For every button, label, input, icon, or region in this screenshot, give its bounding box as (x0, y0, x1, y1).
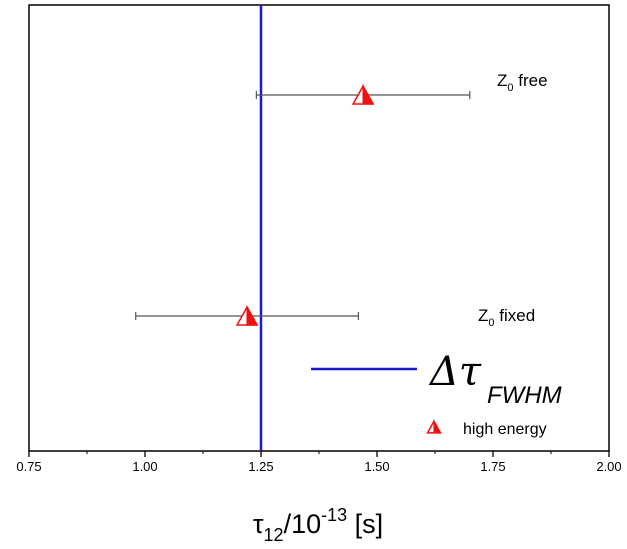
x-tick-label-4: 1.75 (480, 459, 505, 474)
x-tick-label-0: 0.75 (16, 459, 41, 474)
point-label-upper-rest: free (514, 71, 548, 90)
legend-marker-label: high energy (463, 421, 547, 438)
x-axis-title-symbol-sub: 12 (264, 525, 284, 545)
legend-line-symbol: Δτ (428, 349, 482, 395)
x-tick-label-1: 1.00 (132, 459, 157, 474)
svg-text:Z0 free: Z0 free (497, 71, 548, 94)
data-points (135, 83, 471, 326)
x-axis-tick-labels: 0.75 1.00 1.25 1.50 1.75 2.00 (16, 459, 621, 474)
x-tick-label-5: 2.00 (596, 459, 621, 474)
x-axis-ticks (28, 451, 610, 457)
x-tick-label-2: 1.25 (248, 459, 273, 474)
data-point-0 (255, 83, 471, 105)
point-label-upper-sub: 0 (507, 82, 513, 94)
x-tick-label-3: 1.50 (364, 459, 389, 474)
point-label-lower-rest: fixed (495, 306, 536, 325)
marker-1-fill (246, 304, 259, 326)
point-label-lower-main: Z (478, 306, 488, 325)
point-label-upper: Z0 free (497, 71, 548, 94)
marker-0 (351, 83, 375, 105)
point-label-lower-sub: 0 (488, 317, 494, 329)
legend-line-label: ΔτFWHM (428, 349, 562, 409)
x-axis-title: τ12/10-13 [s] (253, 505, 383, 545)
x-axis-title-unit: [s] (347, 509, 383, 539)
legend: ΔτFWHM high energy (311, 349, 562, 438)
point-label-lower: Z0 fixed (478, 306, 535, 329)
svg-text:Z0 fixed: Z0 fixed (478, 306, 535, 329)
x-axis-title-exponent: -13 (321, 505, 347, 525)
point-label-upper-main: Z (497, 71, 507, 90)
marker-1 (235, 304, 259, 326)
x-axis-title-symbol: τ (253, 509, 264, 539)
marker-0-fill (362, 83, 375, 105)
legend-marker-triangle-fill (433, 418, 442, 434)
x-axis-title-middle: /10 (284, 509, 322, 539)
legend-line-sub: FWHM (487, 382, 562, 409)
legend-marker-triangle (426, 418, 442, 434)
data-point-1 (135, 304, 360, 326)
legend-marker-swatch (426, 418, 442, 434)
